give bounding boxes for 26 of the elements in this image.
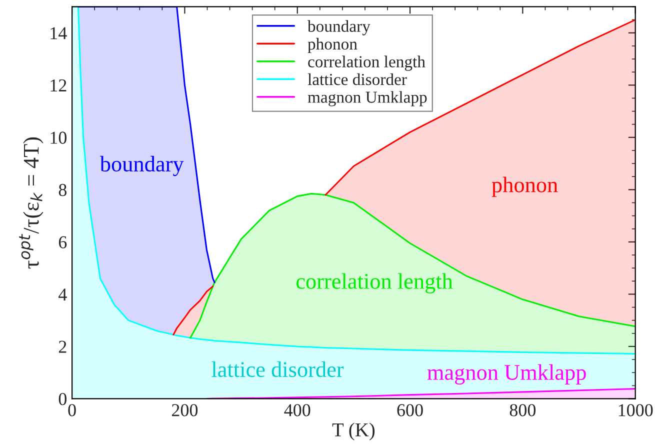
legend-label: boundary xyxy=(307,20,370,36)
y-tick-label: 14 xyxy=(50,27,67,40)
y-tick-label: 6 xyxy=(58,236,67,248)
y-axis-title: τ$^{opt}$/τ(ε$_{k}$ = 4T) xyxy=(19,137,44,269)
legend-label: magnon Umklapp xyxy=(308,91,427,106)
x-tick-label: 1000 xyxy=(618,404,653,416)
y-tick-label: 2 xyxy=(58,340,66,353)
annotation: magnon Umklapp xyxy=(427,364,586,385)
annotation: phonon xyxy=(492,176,558,197)
annotation: boundary xyxy=(100,156,184,176)
x-axis-title: T (K) xyxy=(332,422,375,440)
y-tick-label: 8 xyxy=(58,184,66,196)
x-tick-label: 800 xyxy=(510,404,536,416)
annotation: lattice disorder xyxy=(212,361,344,378)
legend-label: correlation length xyxy=(308,56,426,71)
y-tick-label: 0 xyxy=(58,392,66,406)
y-tick-label: 12 xyxy=(50,79,66,92)
y-tick-label: 10 xyxy=(50,132,66,144)
legend-label: lattice disorder xyxy=(308,73,407,86)
x-tick-label: 0 xyxy=(68,404,76,416)
x-tick-label: 400 xyxy=(284,404,310,416)
y-tick-label: 4 xyxy=(58,288,67,300)
legend-label: phonon xyxy=(308,38,358,54)
x-tick-label: 600 xyxy=(397,404,423,416)
x-tick-label: 200 xyxy=(172,404,198,416)
annotation: correlation length xyxy=(296,273,453,294)
